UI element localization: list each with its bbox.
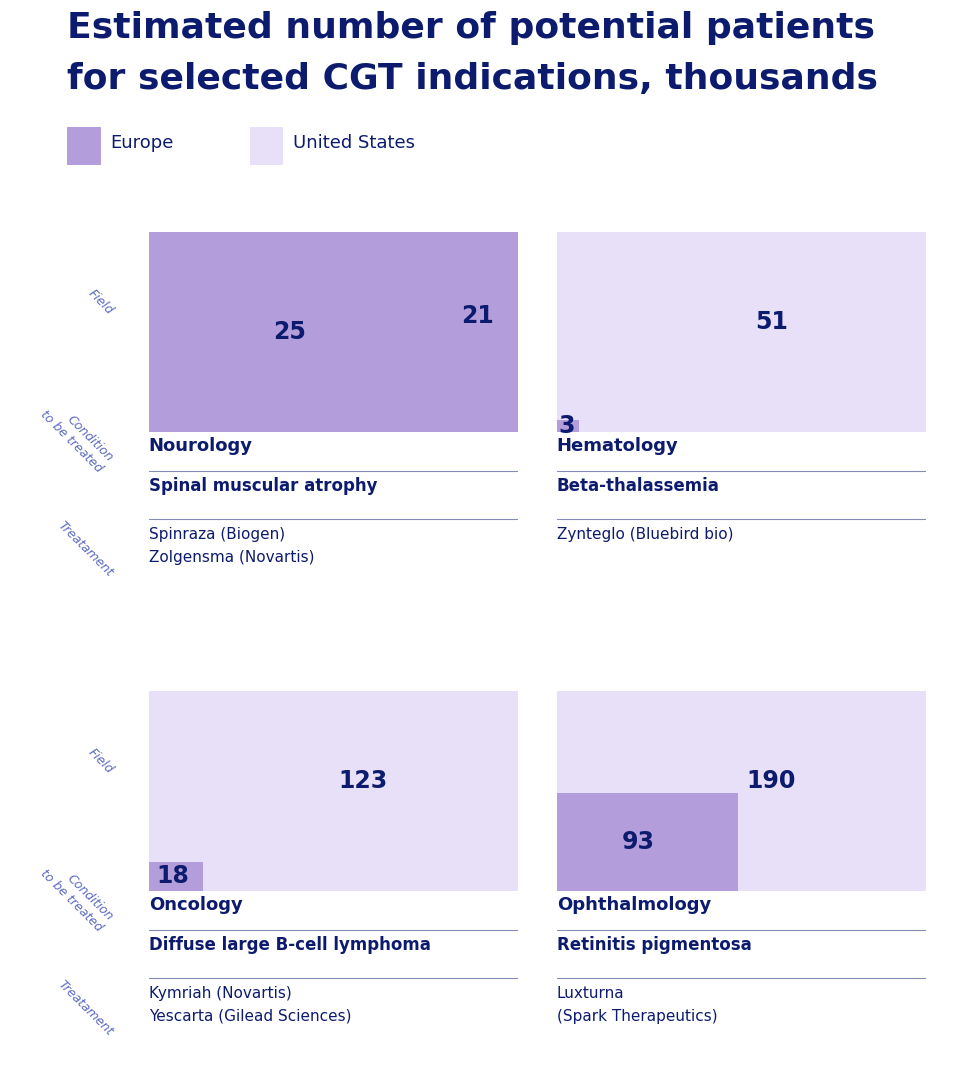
Text: 18: 18 (156, 864, 189, 889)
Text: 123: 123 (339, 769, 388, 793)
Text: Oncology: Oncology (149, 896, 243, 914)
Text: Condition
to be treated: Condition to be treated (37, 856, 116, 934)
Bar (260, 232, 570, 400)
Bar (67, 126, 101, 164)
Text: Luxturna
(Spark Therapeutics): Luxturna (Spark Therapeutics) (557, 986, 717, 1024)
Text: Hematology: Hematology (557, 437, 679, 455)
Text: Estimated number of potential patients: Estimated number of potential patients (67, 11, 876, 44)
Text: Nourology: Nourology (149, 437, 252, 455)
Text: Retinitis pigmentosa: Retinitis pigmentosa (557, 936, 752, 955)
Text: Beta-thalassemia: Beta-thalassemia (557, 477, 720, 496)
Text: Field: Field (85, 287, 116, 318)
Text: United States: United States (293, 134, 415, 152)
Text: Ophthalmology: Ophthalmology (557, 896, 711, 914)
Text: 51: 51 (755, 310, 787, 334)
Bar (557, 420, 579, 432)
Bar (250, 126, 283, 164)
Text: Diffuse large B-cell lymphoma: Diffuse large B-cell lymphoma (149, 936, 431, 955)
Text: Zynteglo (Bluebird bio): Zynteglo (Bluebird bio) (557, 527, 733, 542)
Text: 93: 93 (622, 831, 655, 854)
Bar (149, 862, 203, 891)
Text: 190: 190 (747, 769, 796, 793)
Text: Kymriah (Novartis)
Yescarta (Gilead Sciences): Kymriah (Novartis) Yescarta (Gilead Scie… (149, 986, 351, 1024)
Bar (557, 793, 737, 891)
Text: 25: 25 (273, 320, 305, 345)
Text: Condition
to be treated: Condition to be treated (37, 397, 116, 475)
Text: 3: 3 (559, 414, 575, 438)
Text: Field: Field (85, 746, 116, 777)
Text: Europe: Europe (110, 134, 174, 152)
Text: Spinraza (Biogen)
Zolgensma (Novartis): Spinraza (Biogen) Zolgensma (Novartis) (149, 527, 314, 565)
Text: 21: 21 (461, 305, 493, 328)
Text: Spinal muscular atrophy: Spinal muscular atrophy (149, 477, 377, 496)
Text: Treatament: Treatament (56, 518, 116, 579)
Text: for selected CGT indications, thousands: for selected CGT indications, thousands (67, 62, 878, 95)
Text: Treatament: Treatament (56, 977, 116, 1038)
